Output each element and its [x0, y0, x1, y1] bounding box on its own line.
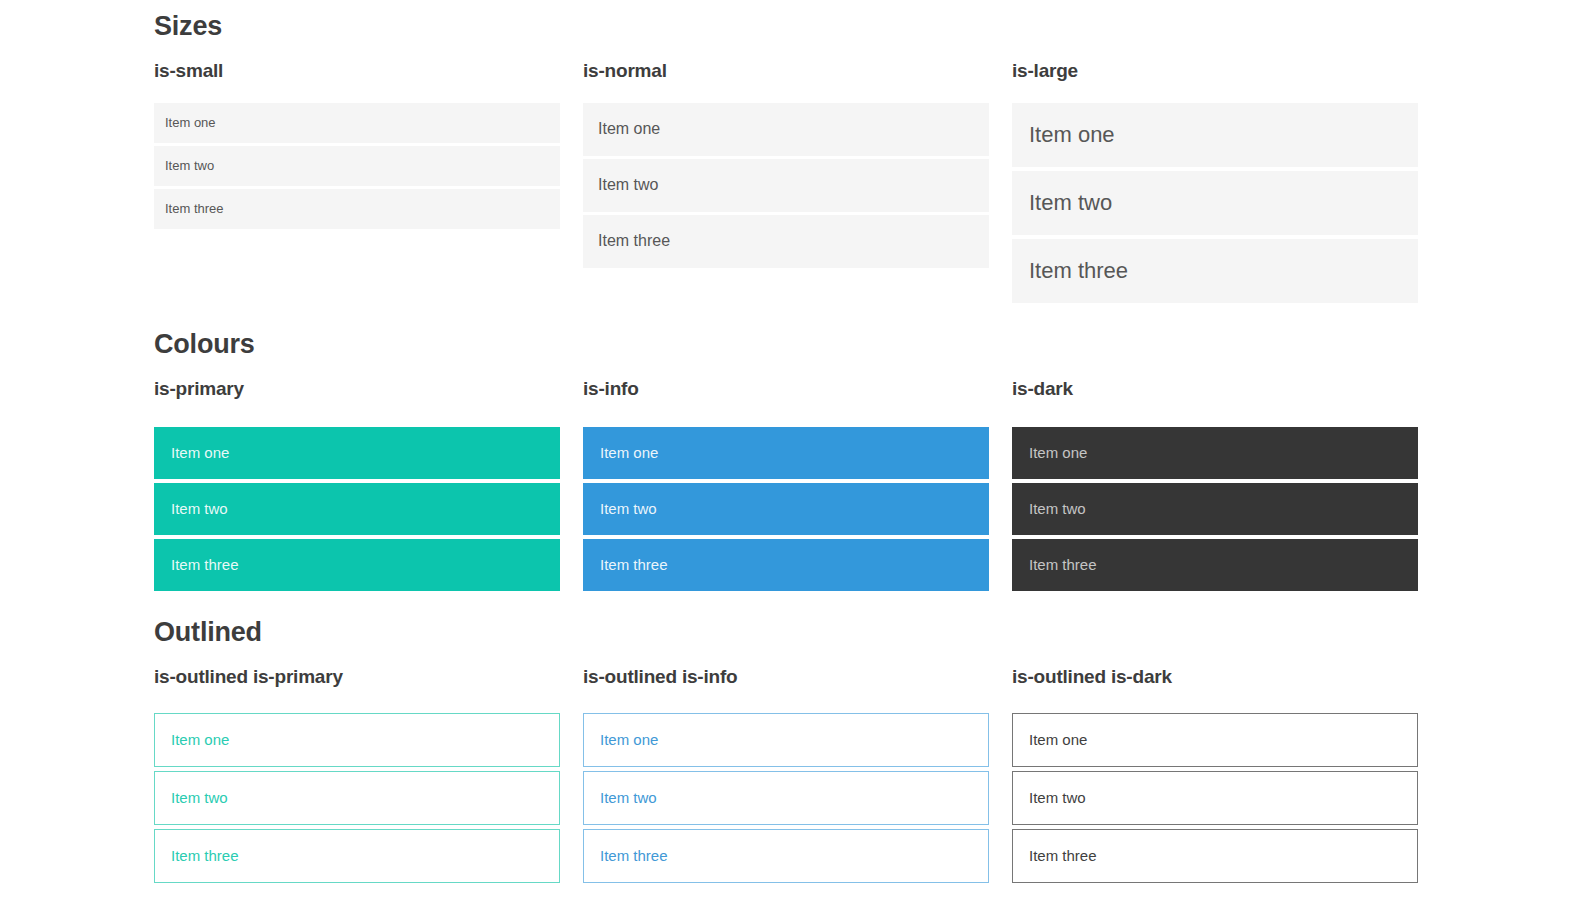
group-label-is-outlined-is-primary: is-outlined is-primary: [154, 667, 560, 688]
list-item[interactable]: Item two: [154, 771, 560, 825]
list-item[interactable]: Item one: [154, 713, 560, 767]
list-is-outlined-is-info: Item one Item two Item three: [583, 713, 989, 887]
list-item[interactable]: Item three: [154, 829, 560, 883]
list-item[interactable]: Item one: [154, 427, 560, 479]
list-item[interactable]: Item two: [583, 771, 989, 825]
list-item[interactable]: Item three: [154, 189, 560, 229]
list-item[interactable]: Item one: [583, 427, 989, 479]
group-label-is-outlined-is-dark: is-outlined is-dark: [1012, 667, 1418, 688]
group-label-is-outlined-is-info: is-outlined is-info: [583, 667, 989, 688]
group-label-is-info: is-info: [583, 379, 989, 400]
list-item[interactable]: Item two: [583, 483, 989, 535]
list-is-large: Item one Item two Item three: [1012, 103, 1418, 307]
list-item[interactable]: Item three: [583, 829, 989, 883]
group-label-is-small: is-small: [154, 61, 560, 82]
section-outlined: Outlined is-outlined is-primary is-outli…: [154, 619, 1418, 887]
list-item[interactable]: Item one: [583, 103, 989, 156]
group-label-is-large: is-large: [1012, 61, 1418, 82]
list-item[interactable]: Item two: [1012, 171, 1418, 235]
list-is-outlined-is-primary: Item one Item two Item three: [154, 713, 560, 887]
list-item[interactable]: Item three: [583, 215, 989, 268]
list-item[interactable]: Item two: [154, 146, 560, 186]
list-item[interactable]: Item one: [1012, 713, 1418, 767]
list-item[interactable]: Item three: [1012, 829, 1418, 883]
list-item[interactable]: Item one: [154, 103, 560, 143]
list-item[interactable]: Item one: [1012, 103, 1418, 167]
list-item[interactable]: Item three: [1012, 539, 1418, 591]
list-is-outlined-is-dark: Item one Item two Item three: [1012, 713, 1418, 887]
list-item[interactable]: Item two: [583, 159, 989, 212]
section-title: Sizes: [154, 13, 1418, 40]
page-content: Sizes is-small is-normal is-large Item o…: [0, 0, 1418, 887]
list-item[interactable]: Item three: [154, 539, 560, 591]
section-sizes: Sizes is-small is-normal is-large Item o…: [154, 13, 1418, 307]
list-is-dark: Item one Item two Item three: [1012, 427, 1418, 595]
list-is-normal: Item one Item two Item three: [583, 103, 989, 307]
group-label-is-dark: is-dark: [1012, 379, 1418, 400]
list-item[interactable]: Item three: [583, 539, 989, 591]
list-item[interactable]: Item two: [1012, 771, 1418, 825]
section-title: Colours: [154, 331, 1418, 358]
list-item[interactable]: Item two: [1012, 483, 1418, 535]
list-is-small: Item one Item two Item three: [154, 103, 560, 307]
list-item[interactable]: Item one: [1012, 427, 1418, 479]
list-item[interactable]: Item one: [583, 713, 989, 767]
list-is-info: Item one Item two Item three: [583, 427, 989, 595]
group-label-is-normal: is-normal: [583, 61, 989, 82]
section-title: Outlined: [154, 619, 1418, 646]
group-label-is-primary: is-primary: [154, 379, 560, 400]
section-colours: Colours is-primary is-info is-dark Item …: [154, 331, 1418, 595]
list-is-primary: Item one Item two Item three: [154, 427, 560, 595]
list-item[interactable]: Item two: [154, 483, 560, 535]
list-item[interactable]: Item three: [1012, 239, 1418, 303]
